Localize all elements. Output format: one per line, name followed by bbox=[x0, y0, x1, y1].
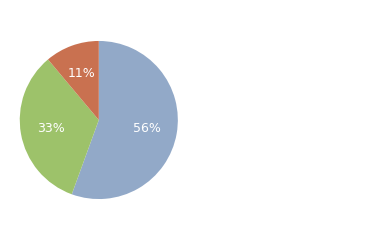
Text: 11%: 11% bbox=[68, 67, 96, 80]
Wedge shape bbox=[20, 60, 99, 194]
Wedge shape bbox=[48, 41, 99, 120]
Wedge shape bbox=[72, 41, 178, 199]
Legend: Centre for Biodiversity
Genomics [10], Herbarium of South China
Botanical Garden: Centre for Biodiversity Genomics [10], H… bbox=[196, 6, 372, 93]
Text: 56%: 56% bbox=[133, 122, 161, 135]
Text: 33%: 33% bbox=[36, 122, 65, 135]
